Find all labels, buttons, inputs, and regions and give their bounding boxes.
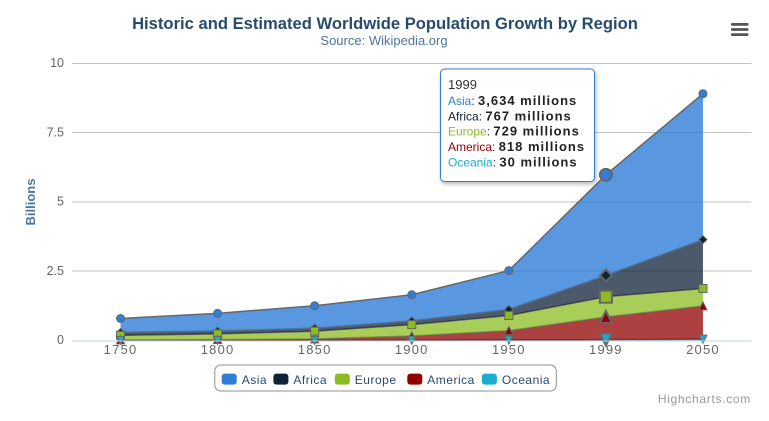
svg-text:Europe: 729 millions: Europe: 729 millions [448, 124, 580, 139]
svg-text:1999: 1999 [448, 77, 477, 92]
svg-text:1750: 1750 [104, 342, 138, 357]
svg-text:Africa: 767 millions: Africa: 767 millions [448, 108, 572, 123]
svg-text:Oceania: Oceania [502, 373, 550, 387]
svg-text:Africa: Africa [293, 373, 327, 387]
svg-text:America: 818 millions: America: 818 millions [448, 139, 585, 154]
svg-text:5: 5 [57, 195, 64, 209]
svg-text:Asia: Asia [242, 373, 267, 387]
svg-text:7.5: 7.5 [47, 125, 64, 139]
svg-text:1850: 1850 [298, 342, 332, 357]
svg-text:2050: 2050 [686, 342, 720, 357]
svg-text:Source: Wikipedia.org: Source: Wikipedia.org [320, 33, 447, 48]
svg-text:1900: 1900 [395, 342, 429, 357]
svg-text:Oceania: 30 millions: Oceania: 30 millions [448, 154, 578, 169]
svg-text:1999: 1999 [589, 342, 623, 357]
svg-text:1950: 1950 [492, 342, 526, 357]
svg-text:1800: 1800 [201, 342, 235, 357]
svg-text:Europe: Europe [355, 373, 397, 387]
svg-text:10: 10 [50, 56, 64, 70]
svg-text:Highcharts.com: Highcharts.com [658, 392, 751, 406]
svg-text:Historic and Estimated Worldwi: Historic and Estimated Worldwide Populat… [132, 14, 638, 33]
svg-text:Asia: 3,634 millions: Asia: 3,634 millions [448, 93, 577, 108]
svg-text:0: 0 [57, 333, 64, 347]
svg-text:Billions: Billions [23, 179, 38, 226]
svg-text:2.5: 2.5 [47, 264, 64, 278]
svg-text:America: America [427, 373, 475, 387]
